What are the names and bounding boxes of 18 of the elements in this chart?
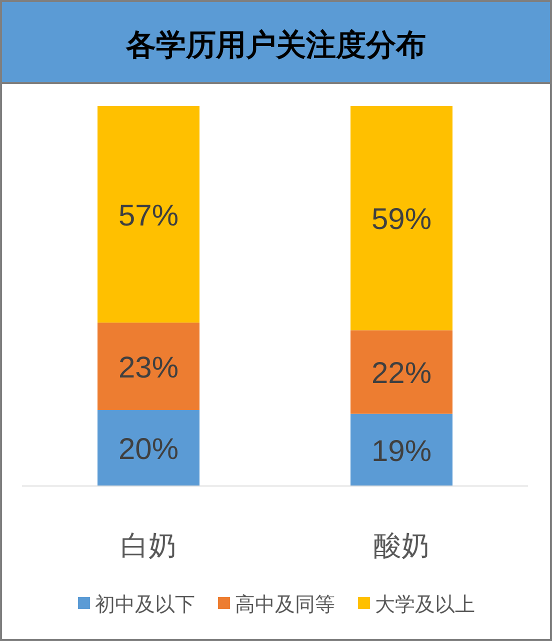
bar — [350, 330, 452, 414]
bar — [350, 106, 452, 330]
data-label: 57% — [118, 199, 179, 232]
legend-label: 高中及同等 — [235, 593, 335, 616]
data-label: 22% — [371, 357, 432, 390]
chart-title: 各学历用户关注度分布 — [125, 28, 426, 62]
x-tick-label: 白奶 — [120, 530, 176, 561]
legend-label: 大学及以上 — [375, 594, 475, 616]
data-label: 19% — [371, 434, 432, 468]
bar — [350, 414, 452, 486]
data-label: 59% — [371, 203, 432, 236]
data-label: 20% — [118, 433, 179, 466]
bar — [98, 410, 200, 486]
bar — [98, 322, 200, 410]
data-label: 23% — [118, 351, 179, 384]
x-tick-label: 酸奶 — [374, 530, 430, 561]
legend-label: 初中及以下 — [95, 594, 195, 616]
bar — [98, 106, 200, 323]
